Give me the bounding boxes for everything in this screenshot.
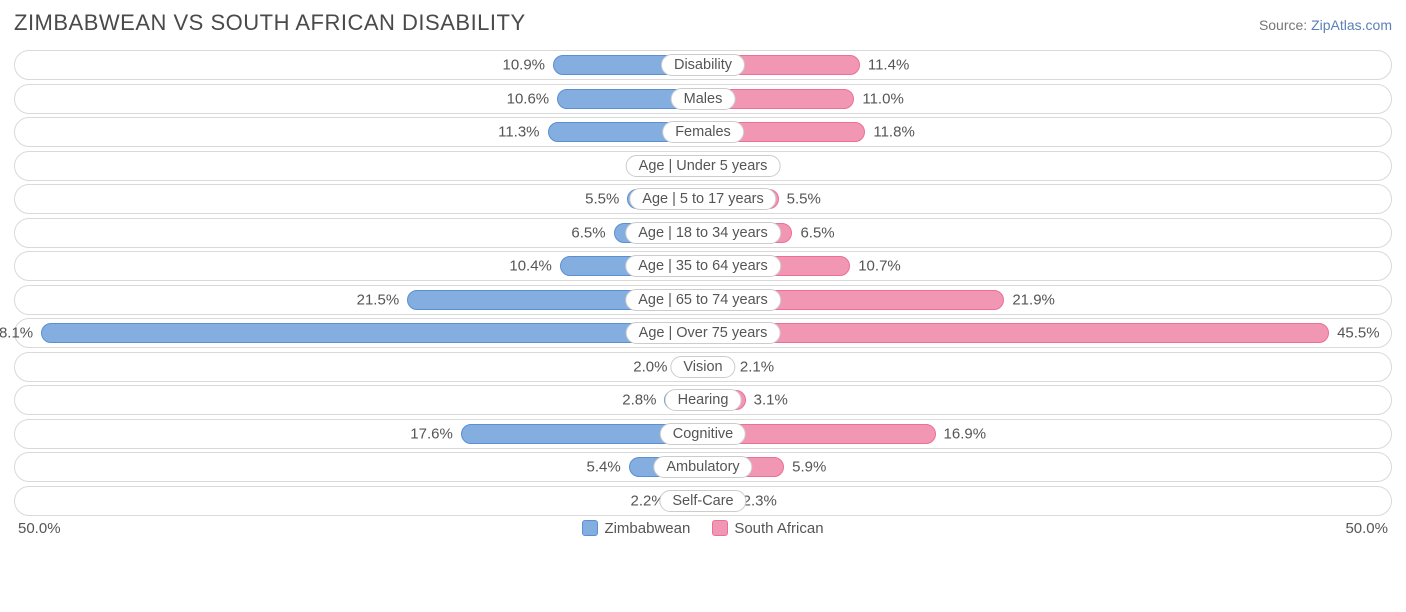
category-label: Age | 5 to 17 years <box>629 188 776 210</box>
value-label-left: 11.3% <box>498 124 539 141</box>
chart-footer: 50.0% Zimbabwean South African 50.0% <box>14 520 1392 537</box>
category-label: Age | Under 5 years <box>626 155 781 177</box>
value-label-right: 10.7% <box>858 258 901 275</box>
chart-row: 2.0% 2.1% Vision <box>14 352 1392 382</box>
chart-row: 48.1%45.5%Age | Over 75 years <box>14 318 1392 348</box>
chart-row: 17.6% 16.9% Cognitive <box>14 419 1392 449</box>
category-label: Age | Over 75 years <box>626 322 781 344</box>
category-label: Vision <box>670 356 735 378</box>
chart-row: 10.4% 10.7% Age | 35 to 64 years <box>14 251 1392 281</box>
legend-item-right: South African <box>712 520 823 537</box>
chart-row: 10.6% 11.0% Males <box>14 84 1392 114</box>
value-label-right: 2.1% <box>740 358 774 375</box>
axis-max-left: 50.0% <box>18 520 61 537</box>
source-label: Source: <box>1259 17 1311 33</box>
category-label: Ambulatory <box>653 456 752 478</box>
chart-row: 1.2%1.1%Age | Under 5 years <box>14 151 1392 181</box>
value-label-left: 6.5% <box>571 224 605 241</box>
category-label: Age | 65 to 74 years <box>625 289 781 311</box>
value-label-right: 5.9% <box>792 459 826 476</box>
value-label-left: 2.0% <box>633 358 667 375</box>
value-label-right: 6.5% <box>800 224 834 241</box>
value-label-right: 16.9% <box>944 425 987 442</box>
legend-item-left: Zimbabwean <box>582 520 690 537</box>
category-label: Self-Care <box>659 490 746 512</box>
category-label: Age | 18 to 34 years <box>625 222 781 244</box>
axis-max-right: 50.0% <box>1345 520 1388 537</box>
value-label-right: 11.0% <box>862 90 903 107</box>
diverging-bar-chart: 10.9% 11.4% Disability 10.6% 11.0% Males 11.3%… <box>14 50 1392 516</box>
legend: Zimbabwean South African <box>582 520 823 537</box>
value-label-left: 21.5% <box>357 291 400 308</box>
chart-row: 5.5% 5.5% Age | 5 to 17 years <box>14 184 1392 214</box>
value-label-right: 11.4% <box>868 57 909 74</box>
legend-swatch-right <box>712 520 728 536</box>
category-label: Females <box>662 121 744 143</box>
value-label-right: 45.5% <box>1337 325 1380 342</box>
value-label-left: 5.5% <box>585 191 619 208</box>
chart-row: 2.8% 3.1% Hearing <box>14 385 1392 415</box>
value-label-left: 10.9% <box>502 57 545 74</box>
value-label-left: 5.4% <box>587 459 621 476</box>
category-label: Males <box>671 88 736 110</box>
chart-row: 2.2%2.3%Self-Care <box>14 486 1392 516</box>
category-label: Disability <box>661 54 745 76</box>
chart-header: ZIMBABWEAN VS SOUTH AFRICAN DISABILITY S… <box>14 10 1392 36</box>
chart-row: 6.5% 6.5% Age | 18 to 34 years <box>14 218 1392 248</box>
chart-row: 5.4% 5.9% Ambulatory <box>14 452 1392 482</box>
chart-title: ZIMBABWEAN VS SOUTH AFRICAN DISABILITY <box>14 10 526 36</box>
value-label-left: 48.1% <box>0 325 33 342</box>
value-label-left: 17.6% <box>410 425 453 442</box>
legend-swatch-left <box>582 520 598 536</box>
legend-label-left: Zimbabwean <box>604 520 690 537</box>
chart-row: 10.9% 11.4% Disability <box>14 50 1392 80</box>
bar-right <box>703 323 1329 343</box>
value-label-right: 5.5% <box>787 191 821 208</box>
value-label-right: 3.1% <box>754 392 788 409</box>
category-label: Cognitive <box>660 423 746 445</box>
chart-source: Source: ZipAtlas.com <box>1259 17 1392 33</box>
chart-row: 21.5% 21.9% Age | 65 to 74 years <box>14 285 1392 315</box>
category-label: Age | 35 to 64 years <box>625 255 781 277</box>
value-label-left: 2.8% <box>622 392 656 409</box>
source-link[interactable]: ZipAtlas.com <box>1311 17 1392 33</box>
value-label-left: 10.4% <box>509 258 552 275</box>
legend-label-right: South African <box>734 520 823 537</box>
value-label-right: 2.3% <box>743 492 777 509</box>
value-label-left: 10.6% <box>507 90 550 107</box>
value-label-right: 11.8% <box>873 124 914 141</box>
bar-left <box>41 323 703 343</box>
value-label-right: 21.9% <box>1012 291 1055 308</box>
chart-row: 11.3% 11.8% Females <box>14 117 1392 147</box>
category-label: Hearing <box>665 389 742 411</box>
